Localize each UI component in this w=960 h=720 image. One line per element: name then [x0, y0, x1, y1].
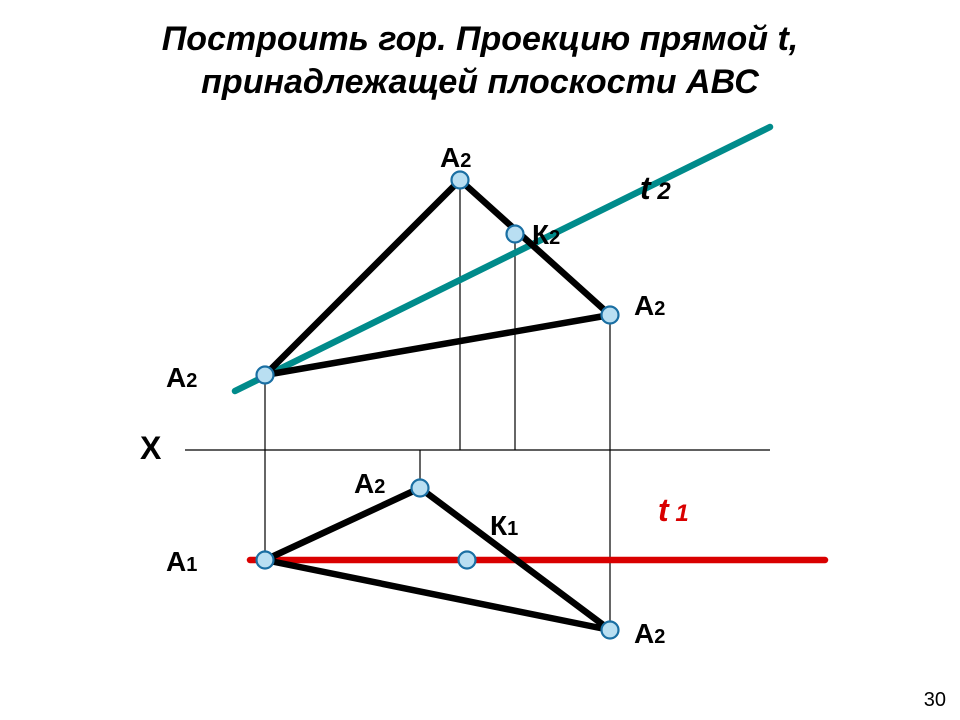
label-A2_bottom: А2 — [634, 618, 665, 650]
label-t1: t 1 — [658, 492, 689, 529]
label-A2_right: А2 — [634, 290, 665, 322]
geometry-svg — [0, 0, 960, 720]
label-t2: t 2 — [640, 170, 671, 207]
page-number: 30 — [924, 689, 946, 712]
label-X: X — [140, 430, 161, 467]
label-A1: А1 — [166, 546, 197, 578]
diagram-stage: Построить гор. Проекцию прямой t, принад… — [0, 0, 960, 720]
label-K1: К1 — [490, 510, 518, 542]
label-K2: К2 — [532, 219, 560, 251]
label-A2_midB: А2 — [354, 468, 385, 500]
label-A2_left: А2 — [166, 362, 197, 394]
label-A2_top: А2 — [440, 142, 471, 174]
